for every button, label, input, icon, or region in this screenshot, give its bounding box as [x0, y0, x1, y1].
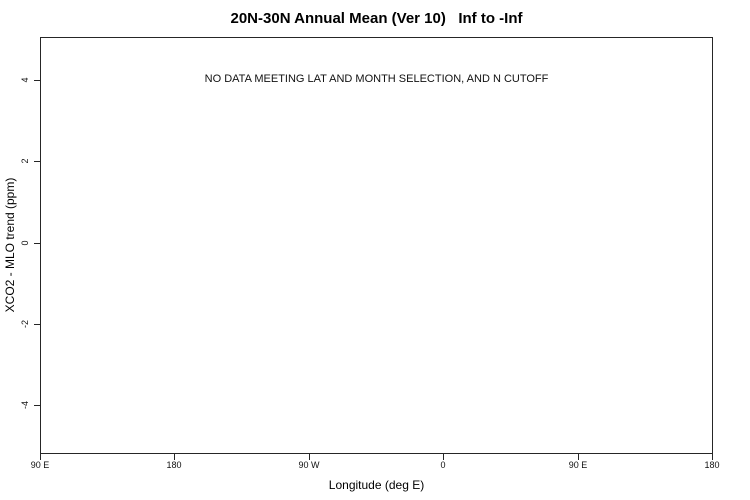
y-tick-label: 2 [20, 158, 30, 164]
x-tick-mark [578, 454, 579, 460]
x-tick-mark [40, 454, 41, 460]
y-tick-label: 4 [20, 77, 30, 83]
x-tick-label: 180 [704, 460, 720, 470]
x-tick-mark [443, 454, 444, 460]
y-tick-label: 0 [20, 240, 30, 246]
plot-box [40, 37, 713, 454]
y-axis-label: XCO2 - MLO trend (ppm) [3, 177, 17, 313]
y-tick-mark [34, 243, 40, 244]
x-axis-label: Longitude (deg E) [328, 478, 425, 492]
y-tick-mark [34, 80, 40, 81]
x-tick-label: 0 [440, 460, 446, 470]
y-tick-mark [34, 161, 40, 162]
x-tick-mark [712, 454, 713, 460]
y-tick-mark [34, 405, 40, 406]
x-tick-label: 90 W [298, 460, 320, 470]
y-tick-label: -2 [20, 319, 30, 329]
x-tick-mark [309, 454, 310, 460]
no-data-message: NO DATA MEETING LAT AND MONTH SELECTION,… [204, 73, 549, 85]
x-tick-label: 90 E [30, 460, 50, 470]
x-tick-mark [174, 454, 175, 460]
y-tick-mark [34, 324, 40, 325]
x-tick-label: 90 E [568, 460, 588, 470]
x-tick-label: 180 [166, 460, 182, 470]
y-tick-label: -4 [20, 400, 30, 410]
chart-title: 20N-30N Annual Mean (Ver 10) Inf to -Inf [230, 10, 523, 27]
